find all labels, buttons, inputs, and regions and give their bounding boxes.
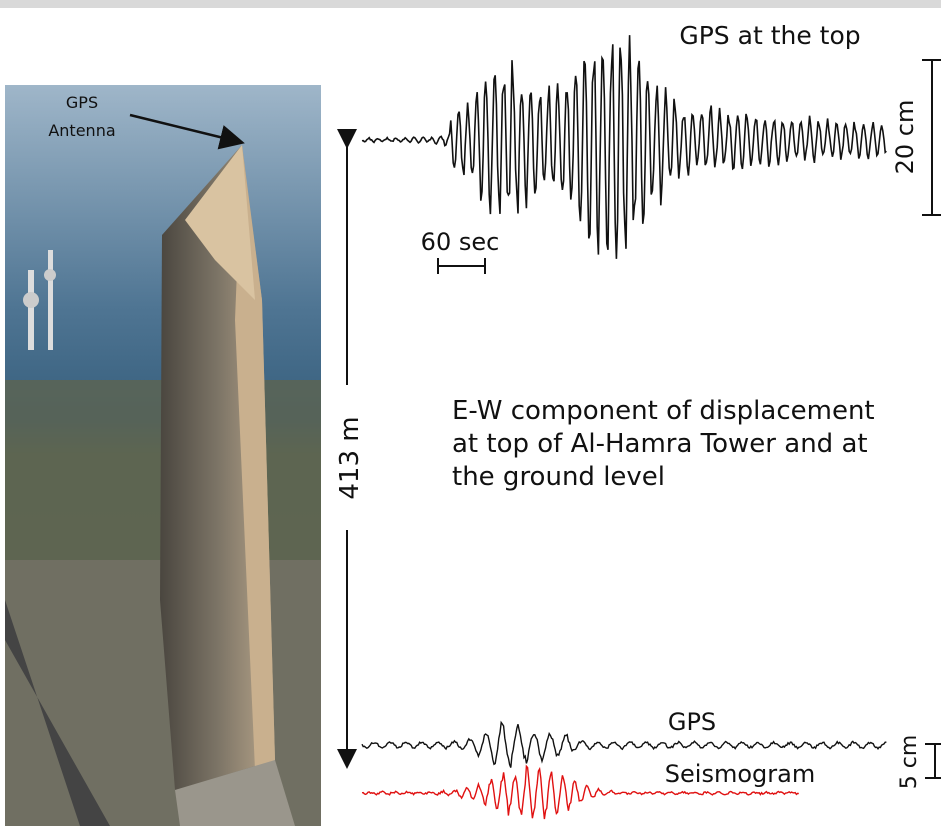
caption: E-W component of displacement [452,396,875,426]
trace-label: Seismogram [665,760,815,788]
photo: GPS Antenna [5,85,321,826]
top-bar [0,0,941,8]
x-scale-label: 60 sec [421,228,500,256]
gps-top-trace [362,35,886,259]
caption: at top of Al-Hamra Tower and at [452,429,868,459]
caption: the ground level [452,462,665,492]
antenna-label: GPS [66,93,98,112]
trace-title: GPS at the top [679,21,860,50]
y-scale-label: 20 cm [891,100,919,175]
height-label: 413 m [335,416,365,499]
y-scale-label: 5 cm [897,735,922,790]
antenna-label: Antenna [48,121,115,140]
trace-label: GPS [668,708,716,736]
figure: GPS Antenna 413 m GPS at the top 20 cm 6… [0,0,941,826]
